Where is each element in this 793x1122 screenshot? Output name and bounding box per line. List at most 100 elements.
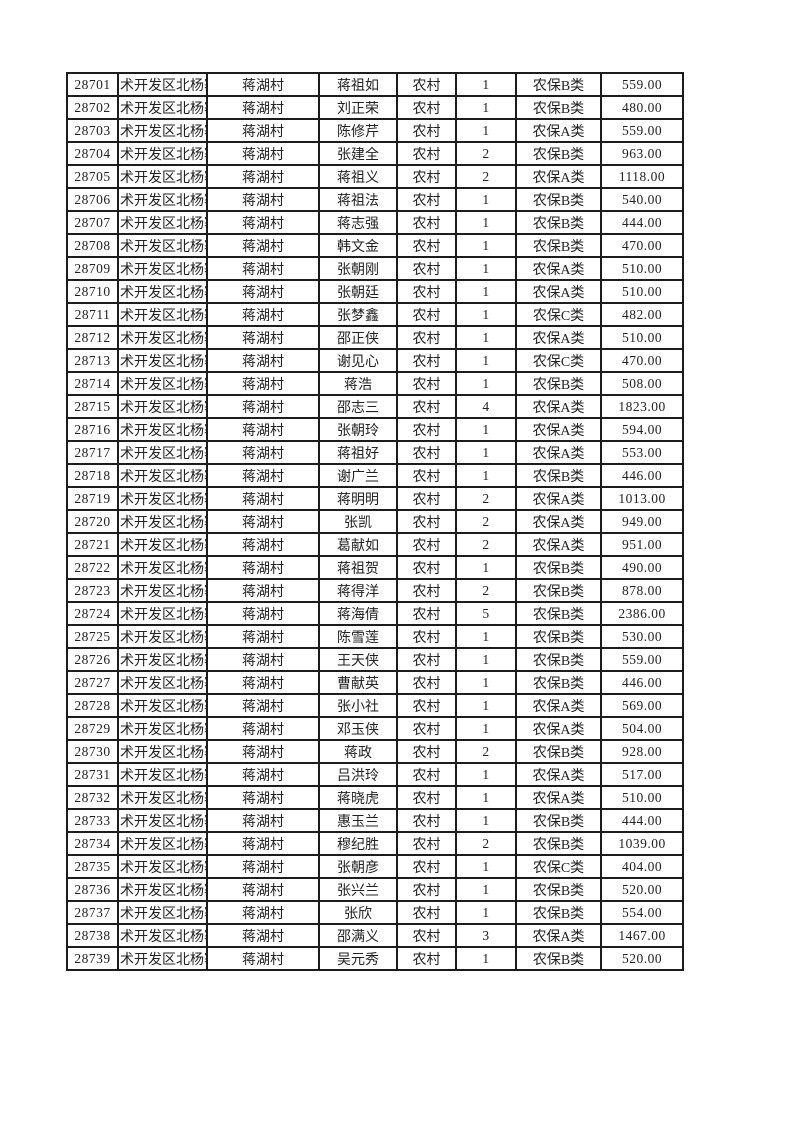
- cell-residence-type: 农村: [396, 325, 457, 350]
- cell-record-id: 28731: [66, 762, 119, 787]
- table-row: 28727 术开发区北杨寨 蒋湖村 曹献英 农村 1 农保B类 446.00: [66, 670, 684, 695]
- cell-zone: 术开发区北杨寨: [117, 946, 208, 971]
- table-row: 28707 术开发区北杨寨 蒋湖村 蒋志强 农村 1 农保B类 444.00: [66, 210, 684, 235]
- table-row: 28736 术开发区北杨寨 蒋湖村 张兴兰 农村 1 农保B类 520.00: [66, 877, 684, 902]
- table-row: 28704 术开发区北杨寨 蒋湖村 张建全 农村 2 农保B类 963.00: [66, 141, 684, 166]
- cell-residence-type: 农村: [396, 532, 457, 557]
- cell-person-count: 1: [455, 210, 517, 235]
- cell-zone: 术开发区北杨寨: [117, 739, 208, 764]
- cell-record-id: 28716: [66, 417, 119, 442]
- cell-zone: 术开发区北杨寨: [117, 440, 208, 465]
- cell-insurance-category: 农保B类: [515, 187, 602, 212]
- cell-zone: 术开发区北杨寨: [117, 210, 208, 235]
- cell-village: 蒋湖村: [206, 486, 320, 511]
- table-row: 28725 术开发区北杨寨 蒋湖村 陈雪莲 农村 1 农保B类 530.00: [66, 624, 684, 649]
- cell-insurance-category: 农保B类: [515, 900, 602, 925]
- table-row: 28709 术开发区北杨寨 蒋湖村 张朝刚 农村 1 农保A类 510.00: [66, 256, 684, 281]
- cell-residence-type: 农村: [396, 302, 457, 327]
- cell-residence-type: 农村: [396, 233, 457, 258]
- cell-residence-type: 农村: [396, 256, 457, 281]
- cell-person-count: 1: [455, 440, 517, 465]
- cell-person-count: 2: [455, 486, 517, 511]
- cell-person-name: 谢广兰: [318, 463, 398, 488]
- cell-person-name: 韩文金: [318, 233, 398, 258]
- cell-zone: 术开发区北杨寨: [117, 670, 208, 695]
- cell-amount: 510.00: [600, 256, 684, 281]
- cell-insurance-category: 农保B类: [515, 371, 602, 396]
- cell-amount: 1118.00: [600, 164, 684, 189]
- cell-amount: 510.00: [600, 279, 684, 304]
- cell-person-name: 刘正荣: [318, 95, 398, 120]
- cell-amount: 928.00: [600, 739, 684, 764]
- cell-residence-type: 农村: [396, 348, 457, 373]
- cell-village: 蒋湖村: [206, 233, 320, 258]
- cell-insurance-category: 农保A类: [515, 325, 602, 350]
- cell-village: 蒋湖村: [206, 95, 320, 120]
- cell-village: 蒋湖村: [206, 831, 320, 856]
- cell-zone: 术开发区北杨寨: [117, 555, 208, 580]
- cell-person-count: 1: [455, 463, 517, 488]
- table-row: 28702 术开发区北杨寨 蒋湖村 刘正荣 农村 1 农保B类 480.00: [66, 95, 684, 120]
- cell-record-id: 28732: [66, 785, 119, 810]
- cell-amount: 559.00: [600, 647, 684, 672]
- cell-amount: 470.00: [600, 348, 684, 373]
- cell-record-id: 28736: [66, 877, 119, 902]
- cell-record-id: 28729: [66, 716, 119, 741]
- cell-village: 蒋湖村: [206, 417, 320, 442]
- cell-record-id: 28706: [66, 187, 119, 212]
- cell-zone: 术开发区北杨寨: [117, 256, 208, 281]
- cell-residence-type: 农村: [396, 463, 457, 488]
- cell-residence-type: 农村: [396, 716, 457, 741]
- cell-record-id: 28719: [66, 486, 119, 511]
- cell-record-id: 28713: [66, 348, 119, 373]
- cell-person-name: 蒋祖法: [318, 187, 398, 212]
- cell-record-id: 28710: [66, 279, 119, 304]
- cell-village: 蒋湖村: [206, 325, 320, 350]
- cell-zone: 术开发区北杨寨: [117, 164, 208, 189]
- cell-person-name: 张梦鑫: [318, 302, 398, 327]
- cell-village: 蒋湖村: [206, 670, 320, 695]
- cell-residence-type: 农村: [396, 440, 457, 465]
- cell-insurance-category: 农保B类: [515, 95, 602, 120]
- cell-person-count: 5: [455, 601, 517, 626]
- table-row: 28711 术开发区北杨寨 蒋湖村 张梦鑫 农村 1 农保C类 482.00: [66, 302, 684, 327]
- insurance-roster-table: 28701 术开发区北杨寨 蒋湖村 蒋祖如 农村 1 农保B类 559.00 2…: [66, 72, 684, 971]
- cell-insurance-category: 农保A类: [515, 486, 602, 511]
- cell-person-count: 1: [455, 371, 517, 396]
- cell-person-count: 1: [455, 716, 517, 741]
- cell-residence-type: 农村: [396, 164, 457, 189]
- cell-person-count: 2: [455, 578, 517, 603]
- cell-person-count: 1: [455, 877, 517, 902]
- cell-amount: 482.00: [600, 302, 684, 327]
- cell-person-name: 张朝刚: [318, 256, 398, 281]
- cell-zone: 术开发区北杨寨: [117, 601, 208, 626]
- cell-insurance-category: 农保B类: [515, 210, 602, 235]
- cell-village: 蒋湖村: [206, 187, 320, 212]
- cell-village: 蒋湖村: [206, 302, 320, 327]
- cell-record-id: 28701: [66, 72, 119, 97]
- cell-person-count: 1: [455, 256, 517, 281]
- cell-amount: 446.00: [600, 670, 684, 695]
- cell-insurance-category: 农保B类: [515, 233, 602, 258]
- cell-zone: 术开发区北杨寨: [117, 302, 208, 327]
- cell-insurance-category: 农保B类: [515, 141, 602, 166]
- cell-amount: 553.00: [600, 440, 684, 465]
- cell-person-name: 惠玉兰: [318, 808, 398, 833]
- cell-residence-type: 农村: [396, 601, 457, 626]
- cell-residence-type: 农村: [396, 486, 457, 511]
- cell-amount: 446.00: [600, 463, 684, 488]
- cell-record-id: 28703: [66, 118, 119, 143]
- cell-village: 蒋湖村: [206, 532, 320, 557]
- cell-zone: 术开发区北杨寨: [117, 72, 208, 97]
- cell-amount: 569.00: [600, 693, 684, 718]
- cell-insurance-category: 农保C类: [515, 348, 602, 373]
- cell-zone: 术开发区北杨寨: [117, 877, 208, 902]
- cell-record-id: 28715: [66, 394, 119, 419]
- cell-record-id: 28737: [66, 900, 119, 925]
- cell-insurance-category: 农保A类: [515, 509, 602, 534]
- cell-person-count: 2: [455, 141, 517, 166]
- cell-residence-type: 农村: [396, 808, 457, 833]
- cell-amount: 520.00: [600, 877, 684, 902]
- cell-person-count: 1: [455, 348, 517, 373]
- cell-zone: 术开发区北杨寨: [117, 716, 208, 741]
